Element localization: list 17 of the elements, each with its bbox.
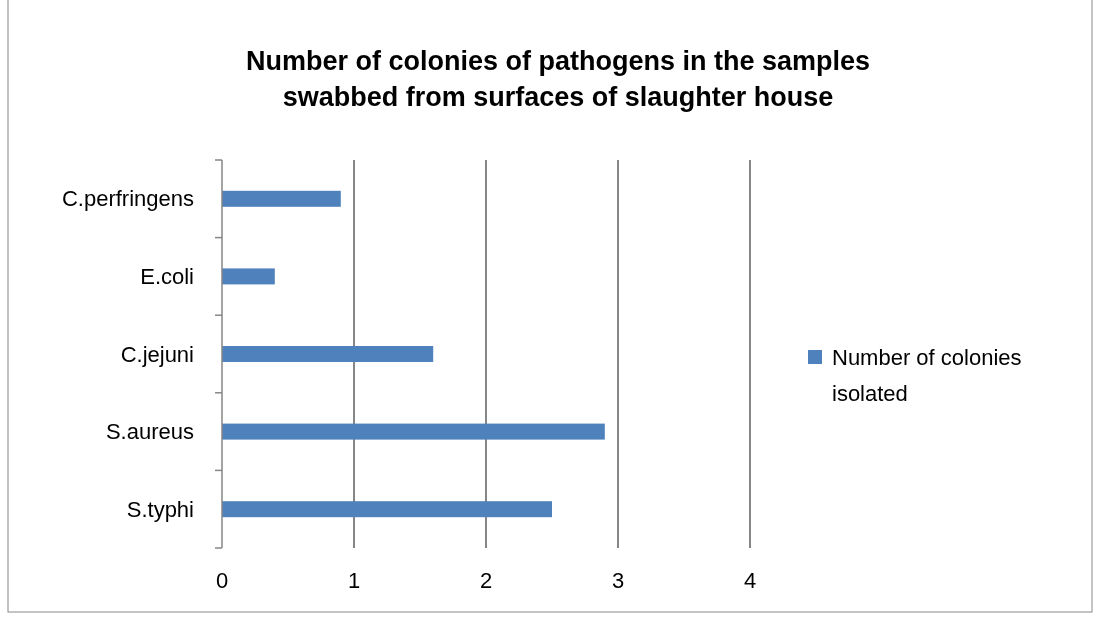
x-tick-label: 3 <box>611 568 625 593</box>
bar <box>222 501 552 518</box>
y-tick-label: C.perfringens <box>61 186 194 212</box>
y-tick-label: S.typhi <box>126 496 194 522</box>
y-tick-label: E.coli <box>140 263 194 289</box>
bar <box>222 268 275 285</box>
bar <box>222 423 605 440</box>
x-tick-label: 1 <box>347 568 361 593</box>
x-tick-label: 2 <box>479 568 493 593</box>
bar <box>222 346 434 362</box>
y-tick-label: C.jejuni <box>120 341 194 367</box>
x-tick-label: 0 <box>215 568 229 593</box>
y-tick-label: S.aureus <box>105 419 194 445</box>
chart-title: Number of colonies of pathogens in the samples swabbed from surfaces of slaughter house <box>245 46 871 112</box>
bar <box>222 190 341 207</box>
legend-label: Number of colonies isolated <box>832 344 1022 406</box>
x-tick-label: 4 <box>743 568 757 593</box>
